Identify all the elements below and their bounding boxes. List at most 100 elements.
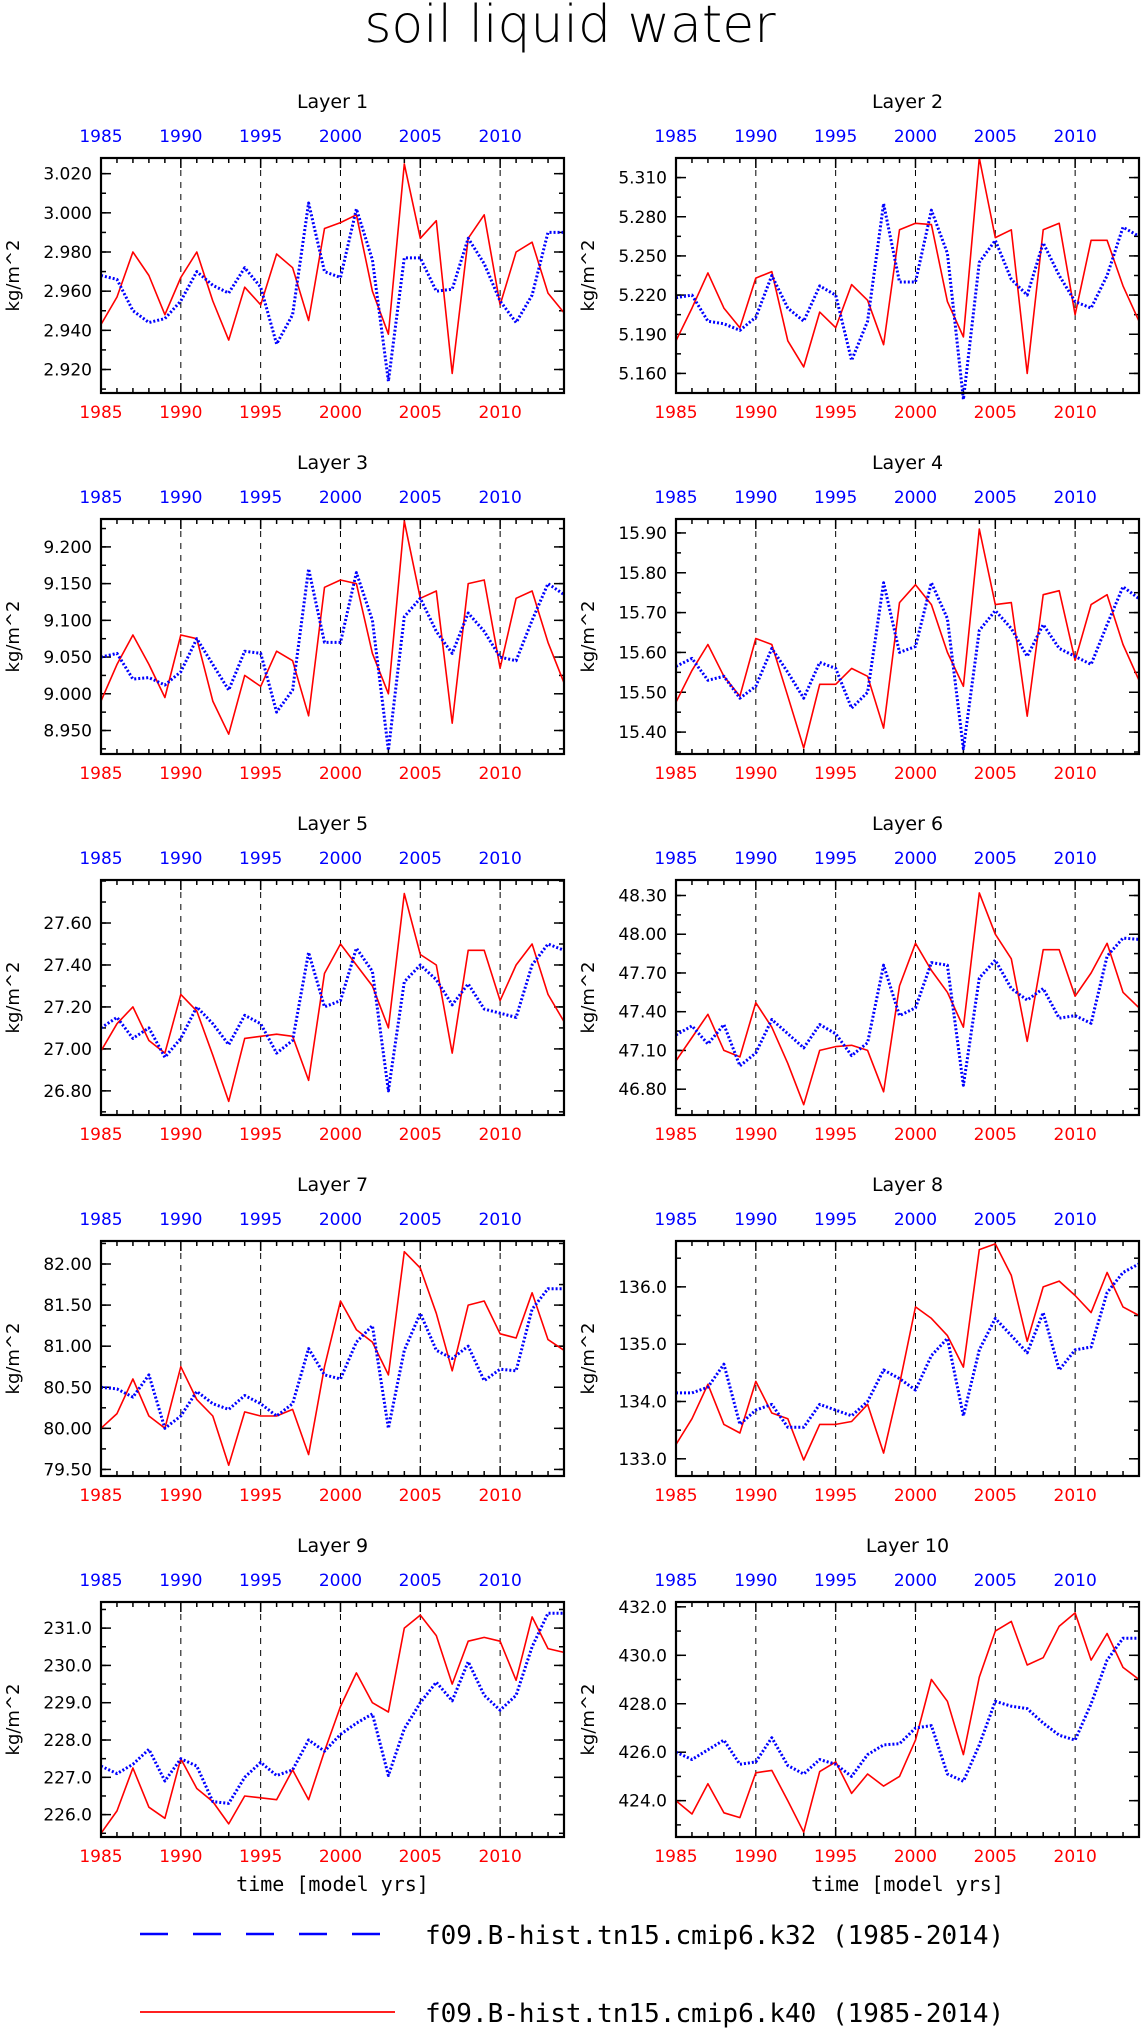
x-tick-label-bottom: 2010: [1054, 403, 1097, 423]
x-tick-label-bottom: 1995: [239, 403, 282, 423]
x-tick-label-top: 2010: [1054, 127, 1097, 147]
y-tick-label: 9.100: [43, 611, 92, 631]
chart-panel-8: Layer 8 1985 1985 1990 1990 1995 1995 2000 2000 2…: [578, 1174, 1141, 1506]
y-tick-label: 80.50: [43, 1378, 92, 1398]
x-tick-label-bottom: 1985: [654, 1486, 697, 1506]
x-tick-label-bottom: 2010: [479, 764, 522, 784]
x-tick-label-bottom: 2005: [974, 1847, 1017, 1867]
y-tick-label: 2.960: [43, 282, 92, 302]
x-tick-label-top: 2000: [894, 488, 937, 508]
x-tick-label-top: 1995: [239, 488, 282, 508]
y-tick-label: 27.20: [43, 998, 92, 1018]
page-title: soil liquid water: [364, 0, 776, 55]
x-tick-label-top: 1995: [239, 849, 282, 869]
y-tick-label: 47.40: [618, 1003, 667, 1023]
x-tick-label-bottom: 1990: [734, 1847, 777, 1867]
x-tick-label-top: 1995: [814, 127, 857, 147]
chart-panel-4: Layer 4 1985 1985 1990 1990 1995 1995 2000 2000 2…: [578, 452, 1141, 784]
x-tick-label-top: 2010: [479, 1571, 522, 1591]
x-tick-label-top: 2005: [399, 1210, 442, 1230]
legend-label-1: f09.B-hist.tn15.cmip6.k40 (1985-2014): [425, 1999, 1004, 2029]
x-tick-label-top: 1990: [734, 488, 777, 508]
x-tick-label-bottom: 1995: [814, 1486, 857, 1506]
series-line-blue: [100, 567, 565, 752]
y-tick-label: 26.80: [43, 1082, 92, 1102]
plot-frame: [674, 1600, 1141, 1839]
x-tick-label-top: 1995: [239, 1571, 282, 1591]
plot-frame: [674, 156, 1141, 395]
x-tick-label-top: 1985: [79, 488, 122, 508]
x-tick-label-top: 1990: [734, 127, 777, 147]
chart-panel-5: Layer 5 1985 1985 1990 1990 1995 1995 2000 2000 2…: [3, 813, 566, 1145]
y-tick-label: 5.160: [618, 364, 667, 384]
x-tick-label-bottom: 1995: [239, 1847, 282, 1867]
y-tick-label: 27.40: [43, 956, 92, 976]
x-tick-label-top: 1990: [159, 849, 202, 869]
x-tick-label-top: 1995: [814, 1571, 857, 1591]
x-tick-label-top: 2000: [319, 488, 362, 508]
chart-panel-9: Layer 9 1985 1985 1990 1990 1995 1995 2000 2000 2…: [3, 1535, 566, 1896]
x-tick-label-top: 2010: [1054, 1571, 1097, 1591]
x-tick-label-top: 2000: [319, 849, 362, 869]
series-line-blue: [675, 581, 1140, 751]
x-tick-label-top: 1985: [79, 127, 122, 147]
series-line-red: [675, 157, 1140, 375]
x-tick-label-bottom: 1995: [239, 1125, 282, 1145]
x-tick-label-bottom: 2005: [399, 1486, 442, 1506]
plot-frame: [674, 517, 1141, 756]
series-line-blue: [100, 1611, 564, 1805]
y-axis-label: kg/m^2: [578, 1323, 599, 1395]
y-axis-label: kg/m^2: [3, 1684, 24, 1756]
x-tick-label-bottom: 1990: [159, 1125, 202, 1145]
panel-title: Layer 9: [297, 1535, 368, 1557]
x-tick-label-bottom: 1995: [814, 403, 857, 423]
y-tick-label: 2.980: [43, 243, 92, 263]
x-tick-label-bottom: 2000: [319, 1847, 362, 1867]
y-tick-label: 15.50: [618, 683, 667, 703]
x-tick-label-bottom: 2010: [1054, 1486, 1097, 1506]
chart-panels: Layer 1 1985 1985 1990 1990 1995 1995 2000 2000 2…: [3, 91, 1141, 1896]
series-line-red: [675, 1243, 1140, 1461]
x-tick-label-bottom: 1985: [654, 403, 697, 423]
series-line-blue: [100, 1287, 564, 1430]
x-tick-label-top: 2000: [894, 127, 937, 147]
x-tick-label-top: 1995: [239, 1210, 282, 1230]
series-line-red: [100, 1614, 565, 1834]
y-axis-label: kg/m^2: [3, 240, 24, 312]
x-tick-label-top: 1985: [654, 127, 697, 147]
series-line-blue: [675, 1636, 1139, 1783]
x-tick-label-bottom: 2010: [479, 1486, 522, 1506]
x-tick-label-bottom: 1995: [239, 1486, 282, 1506]
y-tick-label: 15.90: [618, 524, 667, 544]
y-tick-label: 46.80: [618, 1080, 667, 1100]
y-tick-label: 81.00: [43, 1337, 92, 1357]
x-tick-label-bottom: 2000: [319, 1125, 362, 1145]
plot-frame: [99, 1600, 566, 1839]
x-tick-label-bottom: 2000: [319, 403, 362, 423]
x-tick-label-top: 2005: [399, 127, 442, 147]
y-tick-label: 231.0: [43, 1619, 92, 1639]
y-tick-label: 5.280: [618, 208, 667, 228]
y-tick-label: 15.70: [618, 604, 667, 624]
x-tick-label-top: 1995: [814, 488, 857, 508]
series-line-red: [675, 528, 1140, 749]
x-tick-label-top: 1990: [159, 488, 202, 508]
x-tick-label-bottom: 1990: [159, 764, 202, 784]
x-tick-label-bottom: 1985: [654, 1125, 697, 1145]
y-tick-label: 229.0: [43, 1694, 92, 1714]
x-tick-label-bottom: 2005: [399, 1125, 442, 1145]
y-tick-label: 48.00: [618, 925, 667, 945]
chart-panel-10: Layer 10 1985 1985 1990 1990 1995 1995 2000 2000…: [578, 1535, 1141, 1896]
x-tick-label-bottom: 1985: [79, 1486, 122, 1506]
x-tick-label-bottom: 2000: [319, 1486, 362, 1506]
plot-frame: [99, 1239, 566, 1478]
x-tick-label-top: 1995: [814, 1210, 857, 1230]
x-tick-label-bottom: 2005: [399, 1847, 442, 1867]
x-tick-label-top: 2005: [399, 849, 442, 869]
series-line-blue: [675, 202, 1140, 401]
x-tick-label-top: 1985: [654, 1210, 697, 1230]
x-tick-label-bottom: 2000: [894, 1486, 937, 1506]
x-tick-label-top: 2000: [319, 1571, 362, 1591]
x-tick-label-bottom: 1990: [734, 764, 777, 784]
y-tick-label: 426.0: [618, 1743, 667, 1763]
